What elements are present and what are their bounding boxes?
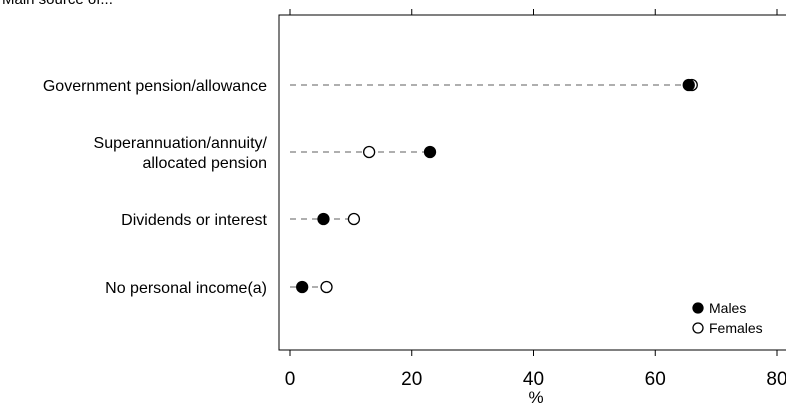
- category-label-line: allocated pension: [142, 155, 267, 172]
- male-point-2: [317, 212, 330, 226]
- legend-marker-females: [692, 322, 704, 334]
- female-point-1: [362, 145, 376, 159]
- x-axis-title: %: [528, 388, 543, 406]
- cut-off-top-text: Main source of...: [2, 0, 113, 8]
- male-point-3: [296, 280, 309, 294]
- category-label-0: Government pension/allowance: [43, 78, 267, 95]
- category-label-line: Dividends or interest: [121, 212, 267, 229]
- category-label-1: Superannuation/annuity/allocated pension: [94, 135, 268, 172]
- male-point-0: [682, 78, 695, 92]
- female-point-2: [347, 212, 361, 226]
- x-tick-label-0: 0: [285, 369, 296, 390]
- x-tick-label-80: 80: [766, 369, 786, 390]
- category-label-line: No personal income(a): [105, 280, 267, 297]
- category-label-line: Superannuation/annuity/: [94, 135, 268, 152]
- legend: Males Females: [692, 300, 763, 336]
- female-point-3: [320, 280, 333, 294]
- legend-label-females: Females: [709, 320, 763, 336]
- plot-frame: [278, 14, 786, 351]
- x-tick-label-40: 40: [523, 369, 544, 390]
- x-tick-label-20: 20: [401, 369, 422, 390]
- category-label-3: No personal income(a): [105, 280, 267, 297]
- legend-marker-males: [692, 302, 704, 314]
- x-tick-label-60: 60: [645, 369, 666, 390]
- category-label-line: Government pension/allowance: [43, 78, 267, 95]
- male-point-1: [423, 145, 437, 159]
- category-label-2: Dividends or interest: [121, 212, 267, 229]
- legend-label-males: Males: [709, 300, 746, 316]
